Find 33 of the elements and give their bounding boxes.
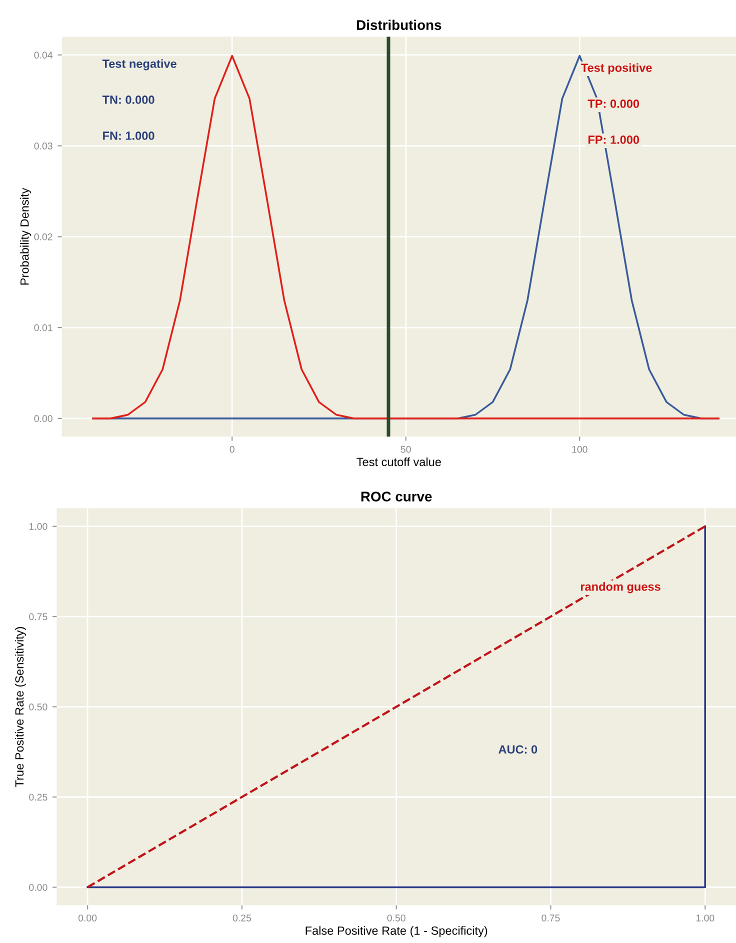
x-tick-label: 0.00 xyxy=(78,914,97,922)
x-axis-title: False Positive Rate (1 - Specificity) xyxy=(306,926,488,938)
annotation: FN: 1.000 xyxy=(103,132,154,140)
y-tick-label: 0.50 xyxy=(29,704,48,710)
annotation: TP: 0.000 xyxy=(588,100,640,108)
y-tick-label: 1.00 xyxy=(29,523,48,530)
y-tick-label: 0.03 xyxy=(34,142,52,150)
annotation: Test negative xyxy=(102,59,176,70)
x-tick-label: 0.50 xyxy=(387,914,406,922)
annotation: random guess xyxy=(580,582,660,594)
x-tick-label: 1.00 xyxy=(696,914,714,922)
x-tick-label: 100 xyxy=(572,446,588,453)
x-tick-label: 50 xyxy=(400,446,411,453)
y-tick-label: 0.02 xyxy=(34,233,52,240)
x-tick-label: 0.75 xyxy=(542,914,560,922)
y-tick-label: 0.00 xyxy=(29,884,48,891)
y-axis-title: Probability Density xyxy=(20,188,32,285)
x-tick-label: 0 xyxy=(230,446,234,453)
y-tick-label: 0.25 xyxy=(29,794,48,801)
y-tick-label: 0.04 xyxy=(34,52,53,59)
annotation: TN: 0.000 xyxy=(102,96,154,104)
y-tick-label: 0.75 xyxy=(29,613,48,620)
annotation: AUC: 0 xyxy=(498,745,538,754)
x-axis-title: Test cutoff value xyxy=(356,457,441,466)
y-tick-label: 0.00 xyxy=(34,415,52,422)
chart-title: Distributions xyxy=(357,20,442,30)
line-series xyxy=(92,54,720,420)
chart-title: ROC curve xyxy=(361,492,432,502)
y-axis-title: True Positive Rate (Sensitivity) xyxy=(14,627,26,787)
y-tick-label: 0.01 xyxy=(34,324,52,332)
x-tick-label: 0.25 xyxy=(232,914,251,922)
annotation: FP: 1.000 xyxy=(588,136,640,144)
annotation: Test positive xyxy=(581,63,652,74)
